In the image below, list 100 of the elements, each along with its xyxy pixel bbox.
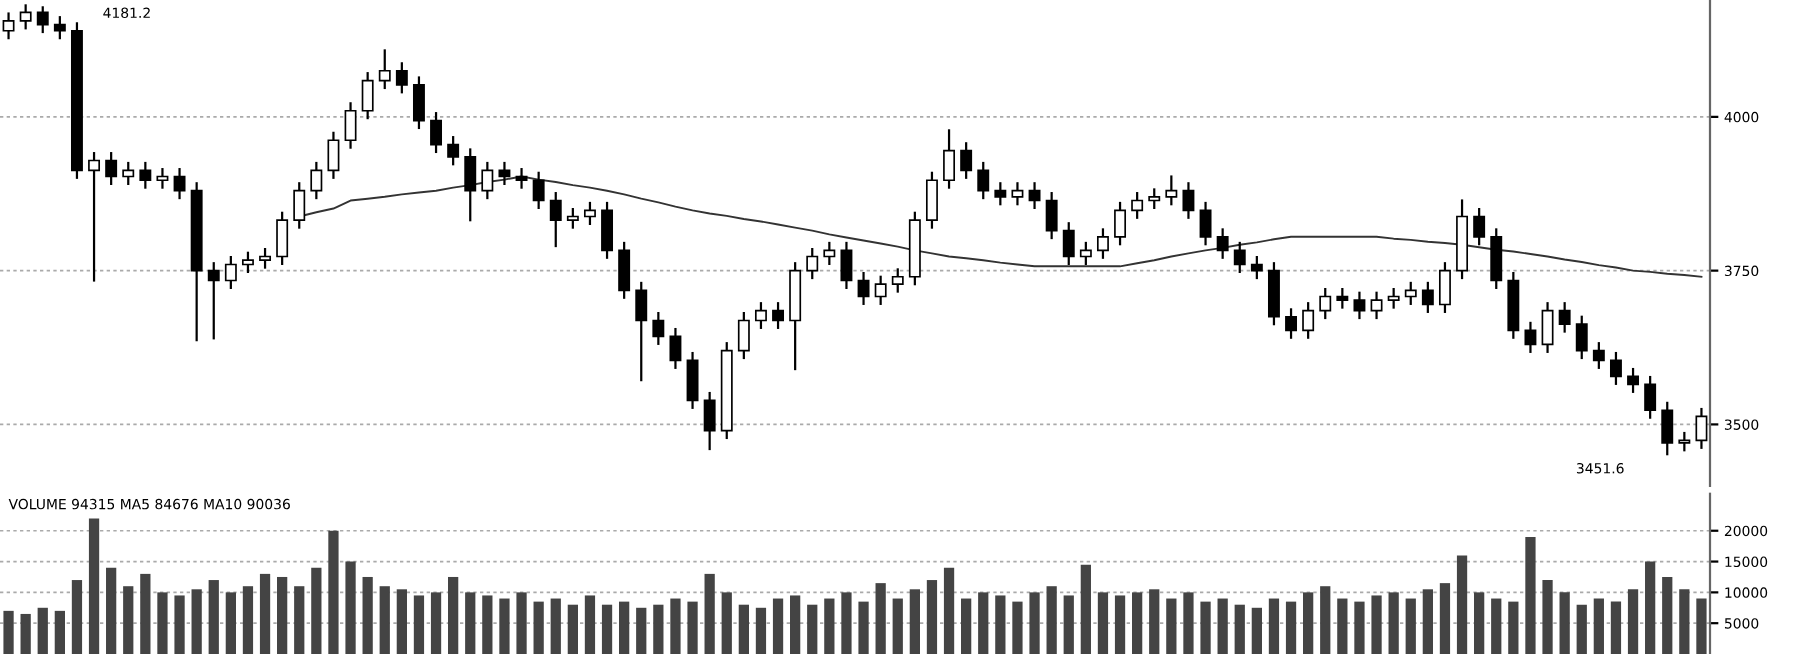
candlestick (207, 262, 220, 340)
bar (1132, 592, 1143, 654)
candlestick (583, 201, 596, 225)
bar (995, 595, 1006, 654)
candlestick (139, 161, 152, 189)
bar (1610, 601, 1622, 654)
bar (1251, 607, 1262, 654)
candlestick (395, 62, 408, 94)
candlestick (276, 211, 289, 265)
bar (841, 592, 852, 654)
bar (294, 586, 305, 654)
bar (1097, 592, 1109, 654)
bar (1525, 536, 1536, 654)
bar (1388, 592, 1399, 654)
bar (20, 613, 31, 654)
candlestick (412, 76, 425, 130)
bar (550, 598, 561, 654)
bar (71, 580, 83, 654)
candlestick (2, 12, 15, 40)
candlestick (618, 241, 631, 299)
bar (1662, 576, 1673, 654)
candlestick (1609, 351, 1622, 385)
bar (1012, 601, 1023, 654)
bar (311, 567, 322, 654)
bar (516, 592, 527, 654)
bar (790, 595, 801, 654)
candlestick (1267, 262, 1280, 326)
bar (430, 592, 442, 654)
bar (413, 595, 425, 654)
candlestick (447, 136, 460, 166)
candlestick (686, 351, 699, 409)
bar (208, 580, 219, 654)
candlestick (754, 302, 767, 329)
bar (687, 601, 698, 654)
bar (533, 601, 544, 654)
bar (670, 598, 681, 654)
bar (328, 530, 339, 654)
candlestick (327, 131, 340, 179)
candlestick (1438, 262, 1451, 313)
candlestick (840, 241, 853, 289)
bar (3, 610, 14, 654)
bar (858, 601, 869, 654)
bar (721, 592, 732, 654)
bar (909, 589, 920, 654)
bar (1371, 595, 1382, 654)
candlestick (1541, 302, 1554, 353)
candlestick (122, 161, 135, 186)
bar (54, 610, 65, 654)
candlestick (960, 142, 973, 179)
bar (1474, 592, 1485, 654)
candlestick (1182, 182, 1195, 219)
bar (1456, 555, 1468, 654)
bar (277, 576, 288, 654)
candlestick (1353, 291, 1366, 320)
candlestick (481, 161, 494, 200)
candlestick (1131, 192, 1144, 219)
bar (1337, 598, 1348, 654)
bar (892, 598, 903, 654)
bar (1063, 595, 1074, 654)
candlestick (464, 148, 477, 222)
bar (1029, 592, 1040, 654)
bar (1080, 564, 1091, 654)
bar (482, 595, 493, 654)
candlestick (857, 271, 870, 305)
bar (396, 589, 407, 654)
bar (362, 576, 373, 654)
candlestick (1011, 182, 1024, 206)
candlestick (1216, 228, 1229, 259)
candlestick (772, 302, 785, 329)
bar (738, 604, 749, 654)
bar (1303, 592, 1314, 654)
bar (1114, 595, 1126, 654)
bar (499, 598, 510, 654)
bar (242, 586, 254, 654)
bar (961, 598, 972, 654)
candlestick (498, 161, 511, 186)
candlestick (549, 192, 562, 248)
bar (926, 580, 938, 654)
bar (1354, 601, 1365, 654)
candlestick (1148, 188, 1161, 210)
bar (653, 604, 664, 654)
bar (943, 567, 955, 654)
bar (567, 604, 578, 654)
bar (1405, 598, 1416, 654)
candlestick (1421, 281, 1434, 313)
candlestick (1079, 241, 1092, 265)
bar (1149, 589, 1160, 654)
bar (1422, 589, 1433, 654)
bar (601, 604, 613, 654)
candlestick (1387, 287, 1400, 309)
bar (88, 518, 100, 654)
candlestick (378, 49, 391, 90)
candlestick (1695, 407, 1708, 449)
bar (1183, 592, 1194, 654)
candlestick (259, 248, 272, 269)
bar (1491, 598, 1502, 654)
bar (1046, 586, 1057, 654)
bar (1439, 583, 1451, 654)
bar (345, 561, 356, 654)
candlestick (1404, 281, 1417, 305)
